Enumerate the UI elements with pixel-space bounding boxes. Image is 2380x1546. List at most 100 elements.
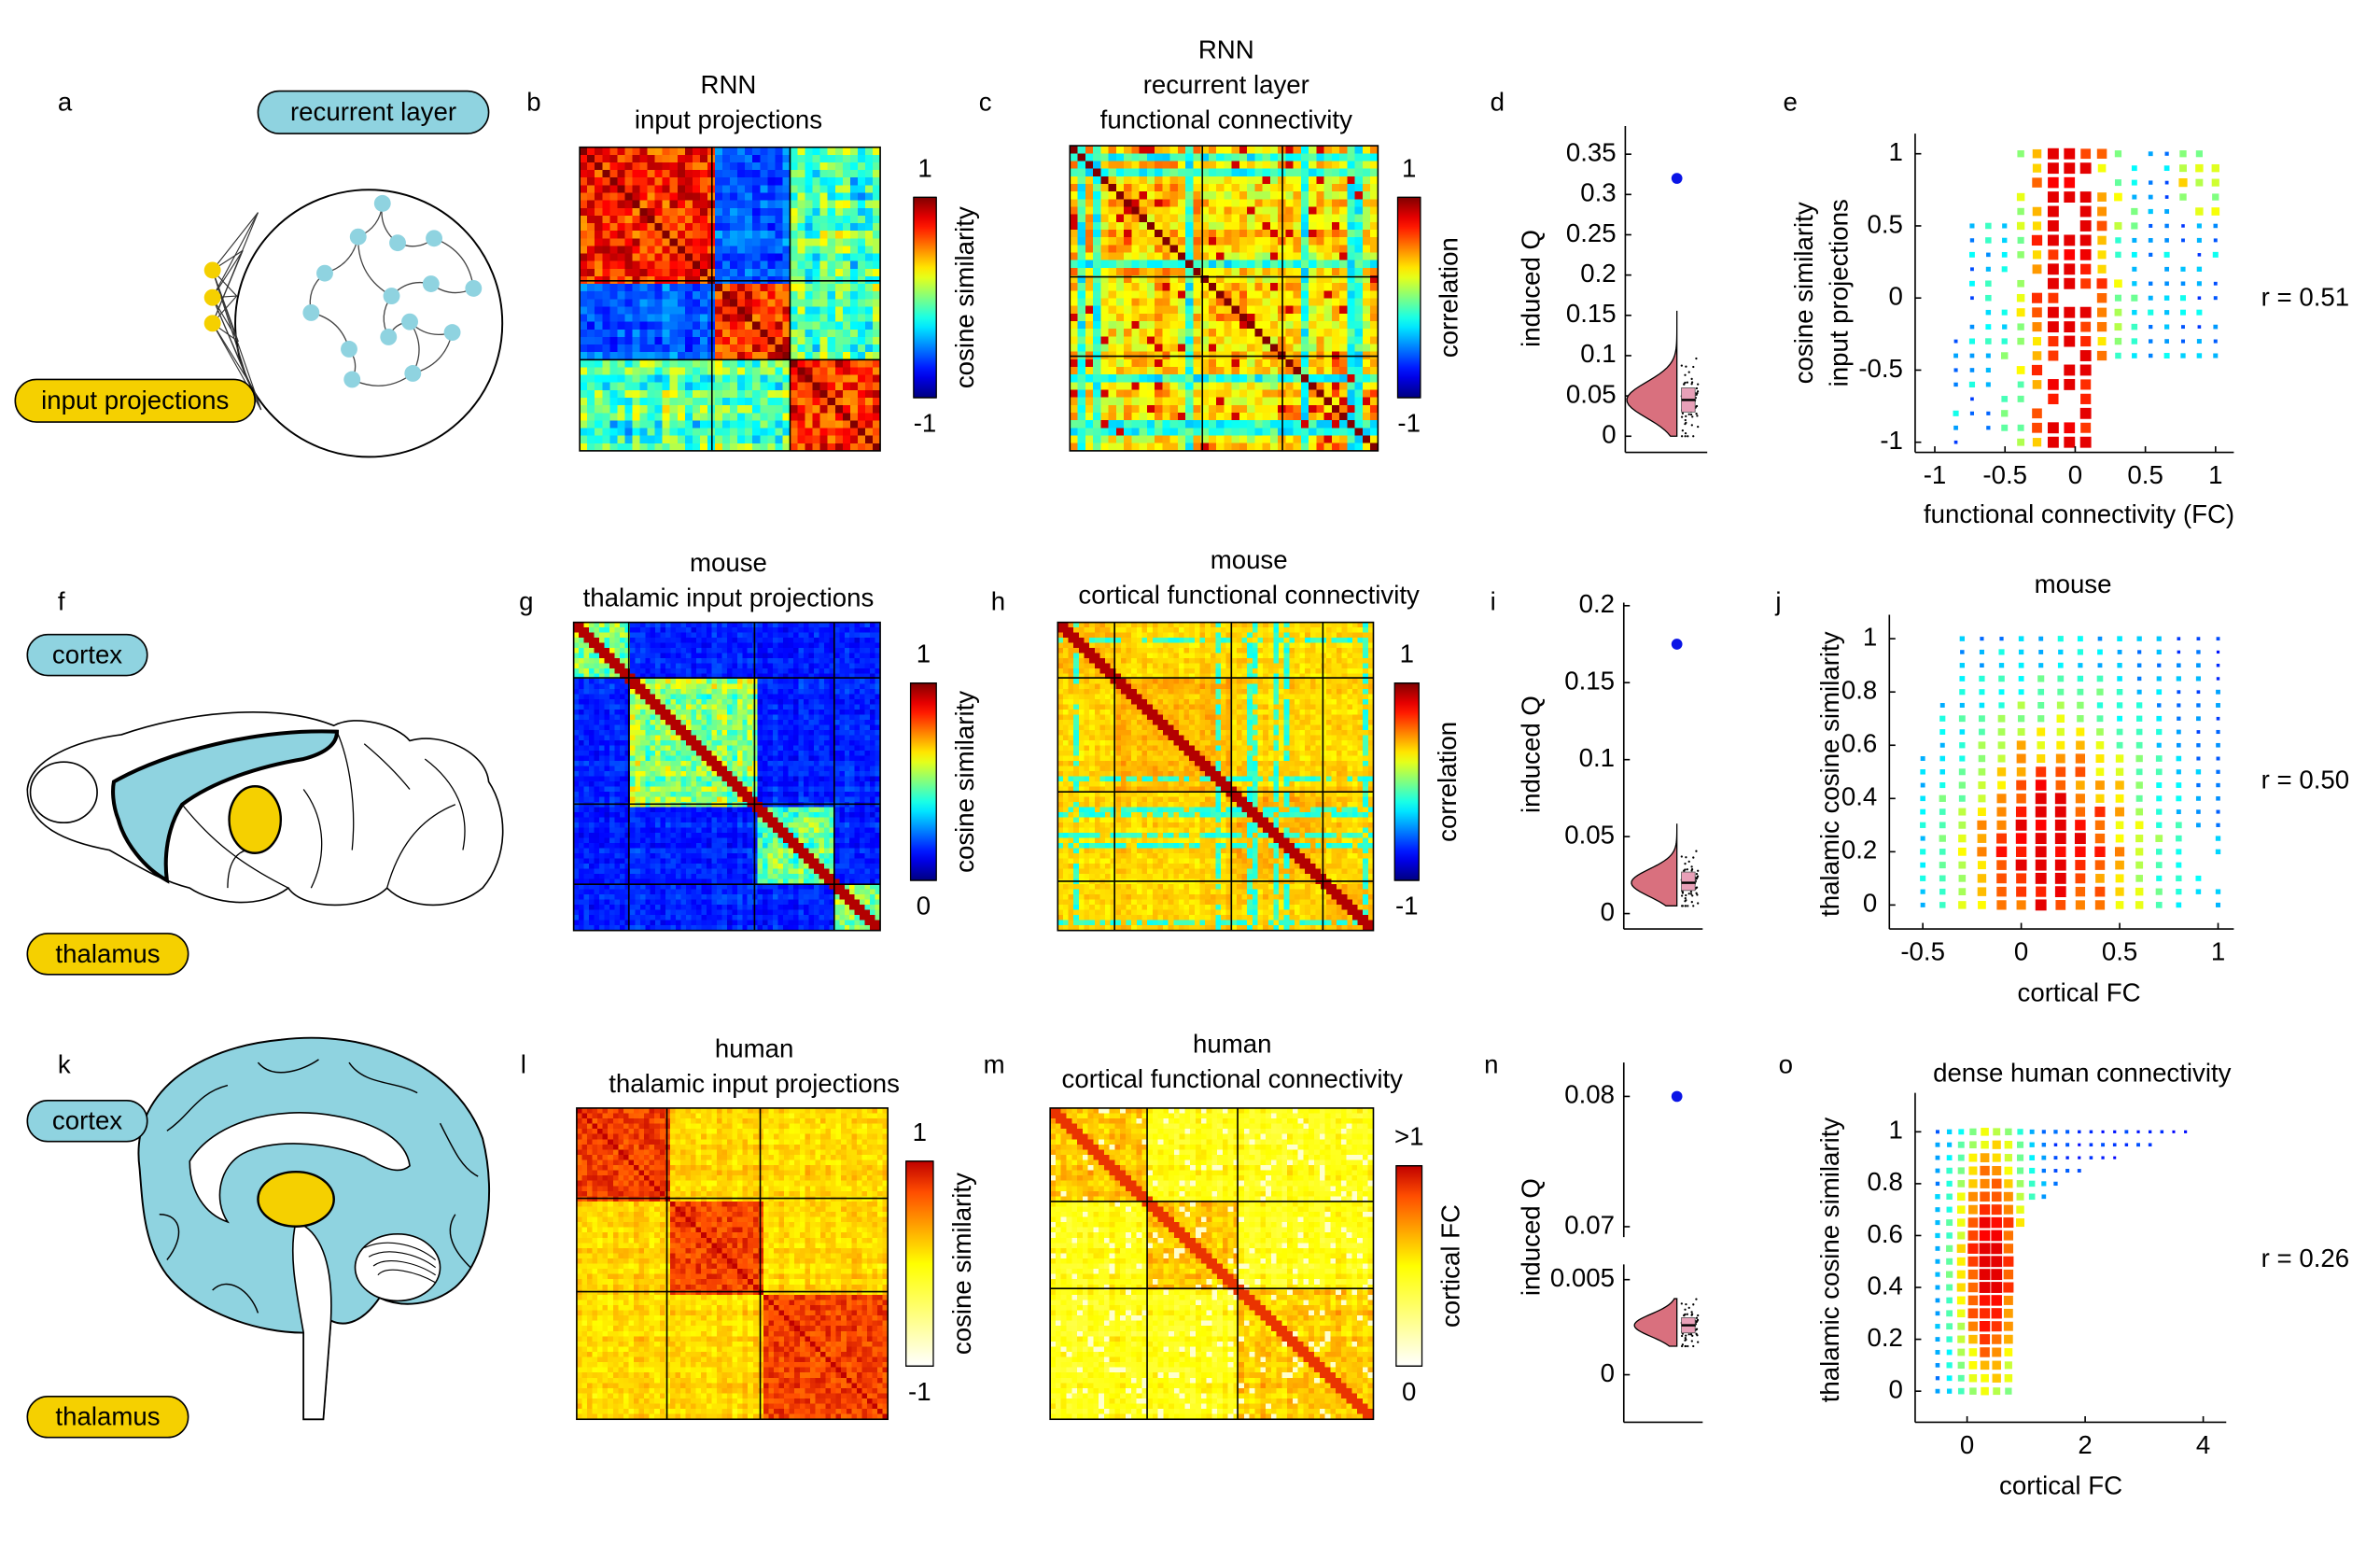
heatmap-cell [742,689,749,696]
heatmap-cell [839,689,846,696]
heatmap-cell [1200,329,1210,337]
heatmap-cell [1177,161,1186,170]
density-square [2213,238,2218,243]
heatmap-cell [767,622,774,628]
density-square [2163,251,2170,258]
density-square [2079,306,2092,318]
heatmap-cell [602,374,610,384]
heatmap-cell [752,154,761,163]
heatmap-cell [722,291,731,300]
heatmap-cell [1085,161,1094,170]
heatmap-cell [1309,191,1317,200]
heatmap-cell [823,668,830,675]
heatmap-cell [767,428,776,437]
heatmap-cell [1185,290,1194,299]
heatmap-cell [1155,146,1163,154]
heatmap-cell [819,653,825,659]
heatmap-cell [1347,336,1356,345]
heatmap-cell [1200,420,1210,429]
heatmap-cell [1293,443,1302,452]
heatmap-cell [647,231,656,239]
density-square [2080,278,2092,289]
heatmap-cell [760,374,768,384]
heatmap-cell [736,679,743,685]
heatmap-cell [767,162,776,171]
heatmap-cell [767,352,776,360]
heatmap-cell [1293,374,1302,383]
heatmap-cell [639,632,646,639]
heatmap-cell [1162,161,1171,170]
heatmap-cell [1200,313,1210,322]
heatmap-cell [1231,214,1240,223]
heatmap-cell [1146,267,1155,276]
heatmap-cell [1124,404,1132,414]
heatmap-cell [1231,382,1240,391]
heatmap-cell [1208,313,1217,322]
heatmap-cell [1185,252,1194,261]
heatmap-cell [655,627,662,634]
heatmap-cell [699,268,708,277]
heatmap-cell [665,627,672,634]
heatmap-cell [1254,435,1264,444]
heatmap-cell [819,306,829,316]
heatmap-cell [1309,146,1317,154]
heatmap-cell [1162,245,1171,253]
heatmap-cell [1347,313,1356,322]
heatmap-cell [829,632,835,639]
heatmap-cell [635,663,641,669]
heatmap-cell [1370,199,1379,207]
heatmap-cell [1262,214,1271,223]
heatmap-cell [716,714,722,721]
heatmap-cell [1316,367,1325,375]
heatmap-cell [823,638,830,644]
heatmap-cell [875,668,881,675]
y-tick-label: 0.05 [1566,379,1617,408]
heatmap-cell [1362,443,1371,452]
heatmap-cell [609,231,618,239]
heatmap-cell [1146,290,1155,299]
heatmap-cell [730,344,738,353]
heatmap-cell [857,177,866,186]
heatmap-cell [745,389,753,399]
heatmap-cell [1370,260,1379,269]
heatmap-cell [602,299,610,307]
heatmap-cell [1247,374,1255,383]
heatmap-cell [1224,245,1233,253]
heatmap-cell [639,389,649,399]
heatmap-cell [870,642,876,649]
heatmap-cell [854,653,861,659]
heatmap-cell [827,260,836,270]
heatmap-cell [1293,214,1302,223]
diagram-label: cortex [52,640,122,669]
heatmap-cell [737,321,746,330]
sample-dot [1684,435,1687,438]
heatmap-cell [1362,267,1371,276]
sample-dot [1684,373,1687,376]
heatmap-cell [760,147,768,156]
heatmap-cell [624,329,633,338]
heatmap-cell [782,154,791,163]
heatmap-cell [1231,252,1240,261]
heatmap-cell [849,694,856,700]
heatmap-cell [1254,290,1264,299]
heatmap-cell [580,268,588,277]
heatmap-cell [1185,344,1194,353]
heatmap-cell [639,147,649,156]
heatmap-cell [1354,336,1364,345]
heatmap-cell [715,177,723,186]
heatmap-cell [808,648,815,654]
heatmap-cell [1108,267,1117,276]
heatmap-cell [669,231,679,239]
heatmap-cell [860,653,866,659]
heatmap-cell [1093,397,1101,406]
heatmap-cell [732,714,738,721]
heatmap-cell [1269,183,1279,192]
heatmap-cell [1200,168,1210,177]
heatmap-cell [680,632,687,639]
heatmap-cell [1247,274,1255,284]
heatmap-cell [1208,229,1217,238]
heatmap-cell [783,663,790,669]
heatmap-cell [660,622,666,628]
heatmap-cell [803,694,809,700]
heatmap-cell [1323,428,1333,437]
